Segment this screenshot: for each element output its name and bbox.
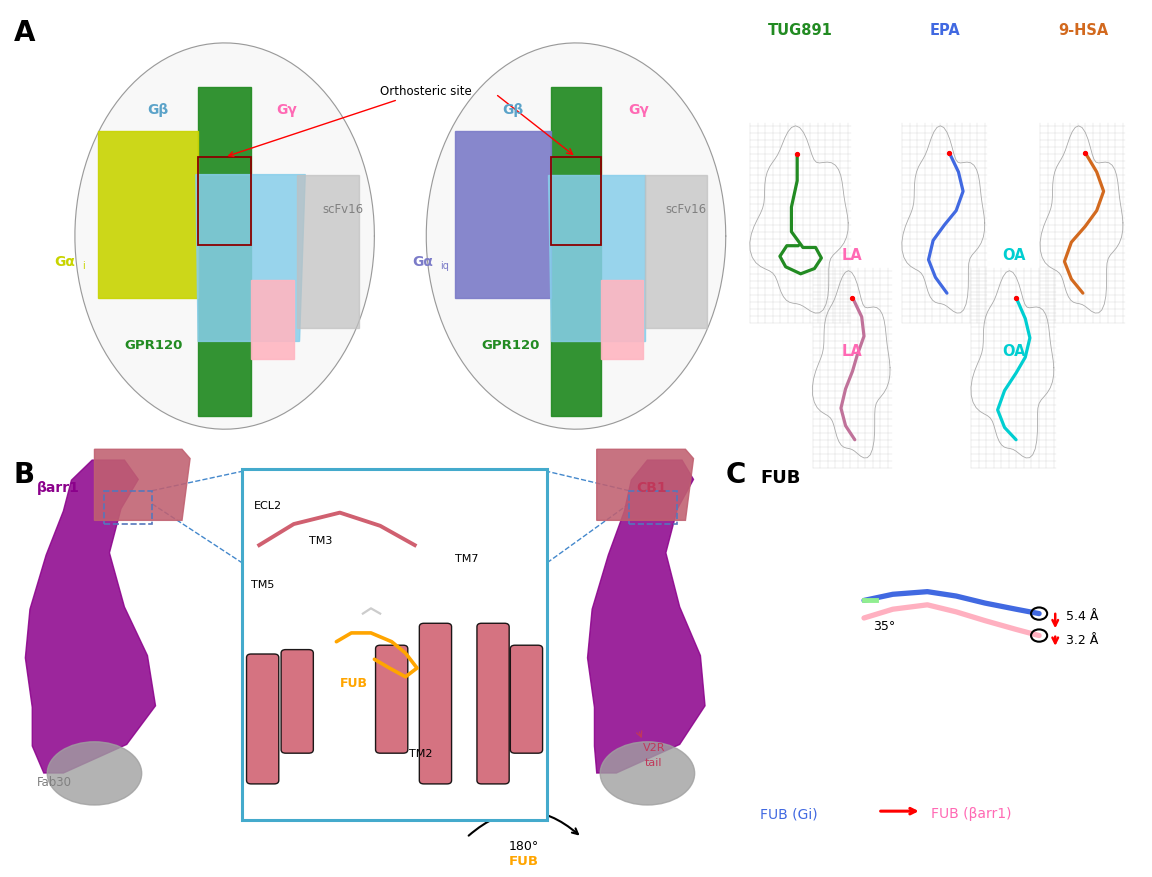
Text: 35°: 35° [873, 620, 895, 632]
FancyBboxPatch shape [376, 645, 408, 753]
FancyBboxPatch shape [510, 645, 543, 753]
Bar [629, 491, 677, 524]
Text: Gα: Gα [412, 254, 433, 268]
Text: OA: OA [1002, 248, 1025, 263]
Text: βarr1: βarr1 [37, 480, 79, 494]
Text: B: B [14, 460, 35, 488]
Polygon shape [812, 271, 890, 459]
Ellipse shape [600, 742, 695, 805]
Text: A: A [14, 19, 36, 47]
FancyBboxPatch shape [477, 624, 509, 784]
Text: LA: LA [842, 343, 863, 359]
Polygon shape [551, 88, 601, 417]
Text: iq: iq [440, 260, 449, 270]
Text: GPR120: GPR120 [124, 339, 183, 351]
Text: scFv16: scFv16 [666, 203, 707, 216]
Text: GPR120: GPR120 [482, 339, 540, 351]
Text: 5.4 Å: 5.4 Å [1066, 610, 1098, 622]
Text: TUG891: TUG891 [768, 23, 833, 39]
Text: Gγ: Gγ [276, 103, 297, 117]
Bar [104, 491, 152, 524]
Polygon shape [196, 175, 305, 342]
Polygon shape [75, 44, 374, 430]
Text: TM2: TM2 [409, 748, 432, 758]
Text: FUB: FUB [509, 854, 539, 866]
Text: TM7: TM7 [455, 553, 478, 563]
Text: V2R: V2R [643, 742, 666, 752]
Polygon shape [297, 175, 359, 329]
Polygon shape [94, 450, 190, 521]
Text: 9-HSA: 9-HSA [1058, 23, 1108, 39]
Text: Gβ: Gβ [147, 103, 168, 117]
Text: FUB (Gi): FUB (Gi) [760, 806, 818, 820]
Polygon shape [645, 175, 707, 329]
Polygon shape [455, 132, 551, 298]
Ellipse shape [47, 742, 142, 805]
Text: Gγ: Gγ [628, 103, 649, 117]
Bar [551, 158, 601, 246]
Text: TM3: TM3 [309, 536, 332, 545]
Text: FUB: FUB [760, 468, 801, 487]
Bar [198, 158, 251, 246]
Text: EPA: EPA [930, 23, 960, 39]
Text: 3.2 Å: 3.2 Å [1066, 634, 1098, 646]
Text: Gβ: Gβ [502, 103, 523, 117]
Text: i: i [82, 260, 84, 270]
Polygon shape [198, 88, 251, 417]
Polygon shape [597, 450, 694, 521]
Polygon shape [1040, 126, 1123, 314]
FancyBboxPatch shape [281, 650, 313, 753]
Text: tail: tail [645, 757, 662, 766]
Polygon shape [902, 126, 985, 314]
Text: ECL2: ECL2 [253, 501, 281, 510]
Text: Fab30: Fab30 [37, 775, 71, 788]
Text: 180°: 180° [509, 839, 539, 852]
Polygon shape [251, 281, 294, 360]
Text: scFv16: scFv16 [323, 203, 364, 216]
Polygon shape [971, 271, 1054, 459]
FancyBboxPatch shape [247, 654, 279, 784]
Polygon shape [548, 175, 645, 342]
Text: FUB: FUB [340, 676, 367, 688]
Polygon shape [601, 281, 643, 360]
Polygon shape [98, 132, 198, 298]
Text: Gα: Gα [54, 254, 75, 268]
Polygon shape [588, 460, 705, 774]
Text: C: C [726, 460, 746, 488]
Polygon shape [25, 460, 156, 774]
Text: TM5: TM5 [251, 580, 274, 589]
Text: OA: OA [1002, 343, 1025, 359]
Text: FUB (βarr1): FUB (βarr1) [931, 806, 1011, 820]
Polygon shape [426, 44, 726, 430]
FancyBboxPatch shape [419, 624, 452, 784]
Text: CB1: CB1 [636, 480, 667, 494]
Text: LA: LA [842, 248, 863, 263]
Text: Orthosteric site: Orthosteric site [229, 85, 472, 157]
Polygon shape [750, 126, 848, 314]
FancyBboxPatch shape [242, 469, 547, 820]
